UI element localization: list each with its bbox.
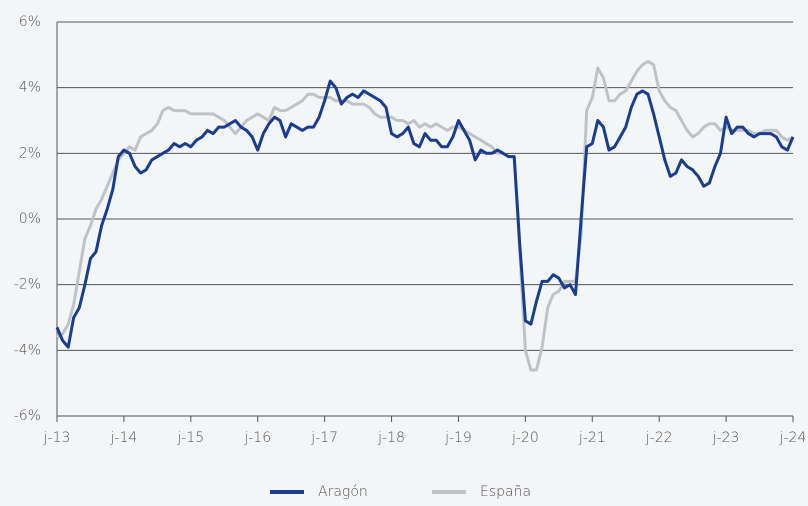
x-tick-label: j-15	[176, 430, 204, 446]
legend-label: España	[480, 484, 531, 500]
y-tick-label: 6%	[19, 14, 41, 30]
y-tick-label: 2%	[19, 145, 41, 161]
x-tick-label: j-18	[377, 430, 405, 446]
y-tick-label: -4%	[14, 342, 41, 358]
y-tick-label: 0%	[19, 211, 41, 227]
x-tick-label: j-14	[110, 430, 138, 446]
x-tick-label: j-23	[712, 430, 740, 446]
line-series	[55, 79, 795, 349]
x-tick-label: j-13	[43, 430, 71, 446]
x-tick-label: j-17	[310, 430, 338, 446]
x-tick-label: j-21	[578, 430, 606, 446]
x-tick-label: j-22	[645, 430, 673, 446]
line-series	[56, 59, 794, 372]
y-tick-label: -2%	[14, 277, 41, 293]
x-tick-label: j-19	[444, 430, 472, 446]
legend-label: Aragón	[318, 484, 368, 500]
x-tick-label: j-20	[511, 430, 539, 446]
x-tick-label: j-16	[243, 430, 271, 446]
y-tick-label: -6%	[14, 408, 41, 424]
x-tick-label: j-24	[779, 430, 807, 446]
y-tick-label: 4%	[19, 80, 41, 96]
